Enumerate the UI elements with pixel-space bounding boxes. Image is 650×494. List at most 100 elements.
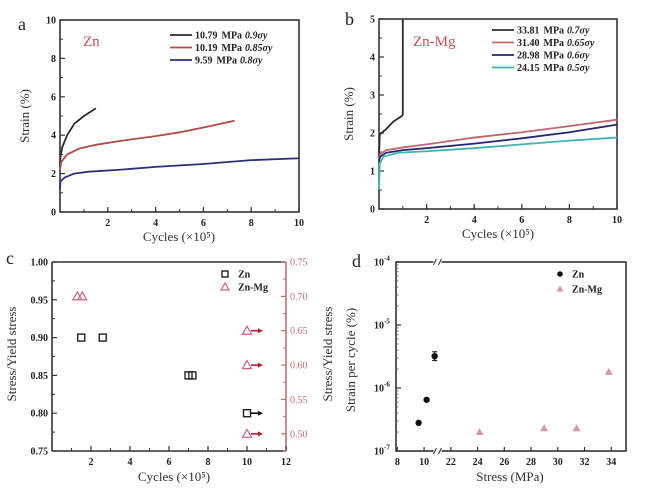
series-line-3: [378, 136, 618, 191]
legend-label-1: Zn-Mg: [572, 285, 602, 296]
panel-a: a Zn Cycles (×10⁵) Strain (%) 2 4 6 8 10 0 2 4 6…: [17, 14, 304, 244]
x-tick-label: 32: [580, 457, 590, 468]
panel-d: d Stress (MPa) Strain per cycle (%) 8 10 2…: [343, 251, 627, 484]
legend-unit: MPa: [222, 31, 243, 42]
series-line-2: [378, 123, 618, 162]
legend-ratio: 0.6σy: [567, 51, 590, 62]
legend-label-1: 31.40 MPa 0.65σy: [517, 38, 595, 49]
series-line-1: [378, 118, 618, 160]
axis-break-mark: [433, 447, 437, 455]
y-tick-label: 10-6: [374, 381, 390, 395]
panel-d-ylabel: Strain per cycle (%): [343, 308, 358, 412]
znmg-point: [540, 424, 549, 432]
panel-a-ylabel: Strain (%): [17, 89, 32, 143]
x-tick-label: 22: [446, 457, 456, 468]
y-tick-exp: -5: [384, 318, 390, 326]
panel-c-ylabel: Stress/Yield stress: [4, 307, 19, 402]
x-tick-label: 8: [567, 215, 572, 226]
runout-arrow-head: [258, 362, 263, 368]
panel-b-material-label: Zn-Mg: [413, 34, 456, 50]
y-tick-label: 0.90: [31, 333, 49, 344]
y-tick-label: 0.85: [31, 371, 49, 382]
panel-b-ylabel: Strain (%): [341, 87, 356, 141]
legend-unit: MPa: [544, 38, 565, 49]
x-tick-label: 10: [242, 457, 252, 468]
zn-point: [415, 419, 422, 427]
legend-stress: 10.79: [195, 31, 218, 42]
znmg-point: [241, 359, 253, 370]
runout-arrow-head: [258, 328, 263, 334]
y-tick-label: 8: [51, 54, 56, 65]
legend-ratio: 0.8σy: [240, 56, 263, 67]
x-tick-label: 2: [105, 218, 110, 229]
panel-c: c Cycles (×10⁵) Stress/Yield stress Stre…: [4, 248, 335, 484]
panel-b-label: b: [345, 9, 354, 29]
y2-tick-label: 0.75: [290, 258, 308, 269]
x-tick-label: 10: [612, 215, 622, 226]
legend-label-1: 10.19 MPa 0.85σy: [195, 43, 273, 54]
panel-a-material-label: Zn: [83, 34, 100, 50]
x-tick-label: 26: [499, 457, 509, 468]
axis-break-mark: [433, 258, 437, 266]
series-line-0: [378, 19, 404, 156]
y-tick-label: 1: [370, 167, 375, 178]
x-tick-label: 4: [153, 218, 158, 229]
zn-point: [188, 371, 197, 380]
legend-label-2: 9.59 MPa 0.8σy: [195, 56, 263, 67]
x-tick-label: 8: [206, 457, 211, 468]
x-tick-label: 6: [201, 218, 206, 229]
znmg-point: [241, 325, 253, 335]
x-tick-label: 30: [553, 457, 563, 468]
legend-marker-zn: [557, 271, 563, 277]
legend-stress: 33.81: [517, 26, 540, 37]
legend-stress: 28.98: [517, 51, 540, 62]
y-tick-label: 1.00: [31, 258, 49, 269]
znmg-point: [475, 428, 484, 436]
legend-stress: 10.19: [195, 43, 218, 54]
series-line-2: [59, 157, 300, 190]
y-tick-label: 2: [370, 129, 375, 140]
panel-b: b Zn-Mg Cycles (×10⁵) Strain (%) 2 4 6 8 100…: [341, 9, 622, 241]
y-tick-label: 3: [370, 91, 375, 102]
legend-ratio: 0.85σy: [245, 43, 273, 54]
y-tick-label: 10: [46, 16, 56, 27]
y-tick-base: 10: [374, 258, 384, 269]
y-tick-label: 10-5: [374, 318, 390, 332]
legend-label-0: Zn: [572, 270, 585, 281]
y2-tick-label: 0.65: [290, 326, 308, 337]
x-tick-label: 8: [249, 218, 254, 229]
x-tick-label: 10: [419, 457, 429, 468]
y2-tick-label: 0.70: [290, 292, 308, 303]
panel-d-label: d: [352, 251, 361, 271]
legend-unit: MPa: [544, 63, 565, 74]
axis-break-mark: [438, 447, 442, 455]
x-tick-label: 2: [89, 457, 94, 468]
legend-label-2: 28.98 MPa 0.6σy: [517, 51, 590, 62]
series-line-0: [59, 107, 97, 168]
y2-tick-label: 0.50: [290, 429, 308, 440]
panel-c-xlabel: Cycles (×10⁵): [138, 469, 210, 484]
legend-stress: 9.59: [195, 56, 213, 67]
zn-point: [242, 409, 252, 418]
y-tick-label: 10-7: [374, 444, 390, 458]
axis-break-gap: [433, 259, 442, 265]
y-tick-exp: -7: [384, 444, 390, 452]
legend-label-1: Zn-Mg: [238, 283, 268, 294]
legend-unit: MPa: [217, 56, 238, 67]
legend-ratio: 0.5σy: [567, 63, 590, 74]
panel-d-xlabel: Stress (MPa): [476, 469, 544, 484]
axis-break-gap: [433, 448, 442, 454]
legend-label-0: 10.79 MPa 0.9σy: [195, 31, 268, 42]
y-tick-label: 10-4: [374, 255, 390, 269]
y-tick-label: 0.80: [31, 409, 49, 420]
panel-b-xlabel: Cycles (×10⁵): [462, 226, 534, 241]
legend-ratio: 0.9σy: [245, 31, 268, 42]
y-tick-label: 6: [51, 92, 56, 103]
zn-point: [98, 333, 107, 342]
legend-ratio: 0.7σy: [567, 26, 590, 37]
y-tick-label: 2: [51, 169, 56, 180]
legend-label-3: 24.15 MPa 0.5σy: [517, 63, 590, 74]
x-tick-label: 4: [472, 215, 477, 226]
panel-c-y2label: Stress/Yield stress: [320, 307, 335, 402]
y-tick-label: 0: [51, 208, 56, 219]
